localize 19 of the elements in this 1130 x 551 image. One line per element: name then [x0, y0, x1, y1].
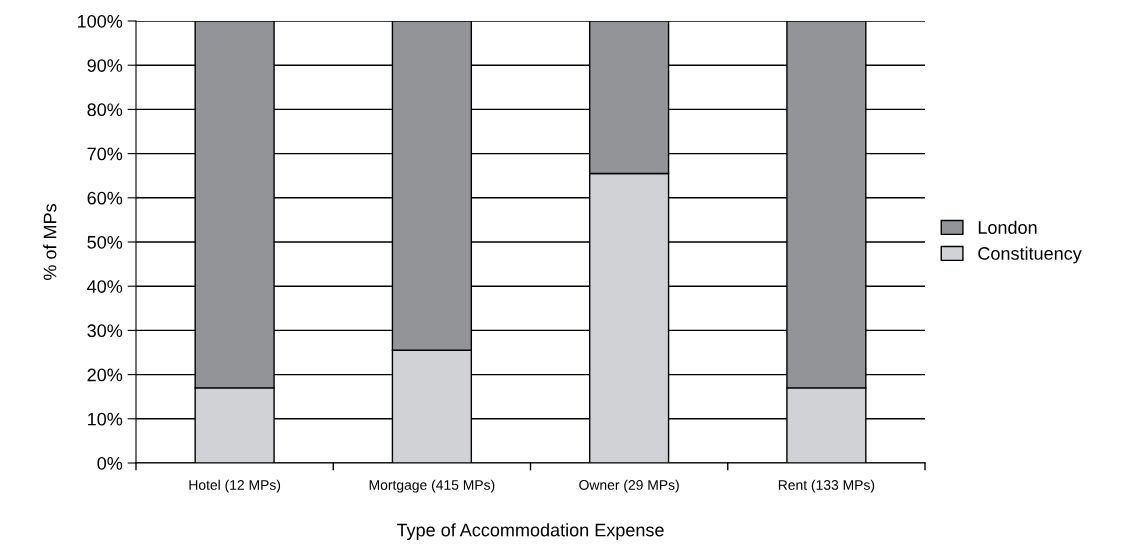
y-tick-label: 0% [97, 456, 123, 470]
x-tick-label: Mortgage (415 MPs) [369, 479, 495, 493]
y-tick-label: 100% [78, 14, 123, 28]
y-axis-title: % of MPs [43, 204, 57, 280]
x-tick-label: Rent (133 MPs) [778, 479, 875, 493]
y-tick-label: 90% [87, 59, 123, 72]
y-tick-label: 10% [88, 412, 123, 426]
x-tick-label: Hotel (12 MPs) [189, 479, 281, 493]
y-tick-label: 20% [87, 368, 123, 382]
legend-label: London [978, 220, 1037, 234]
y-tick-label: 30% [87, 324, 123, 338]
y-tick-label: 80% [87, 103, 123, 117]
legend-label: Constituency [978, 246, 1082, 264]
x-tick-label: Owner (29 MPs) [579, 479, 679, 493]
y-tick-label: 70% [87, 147, 123, 161]
y-tick-label: 50% [87, 235, 123, 249]
y-tick-label: 60% [87, 191, 123, 205]
x-axis-title: Type of Accommodation Expense [396, 523, 664, 540]
y-tick-label: 40% [87, 280, 123, 293]
